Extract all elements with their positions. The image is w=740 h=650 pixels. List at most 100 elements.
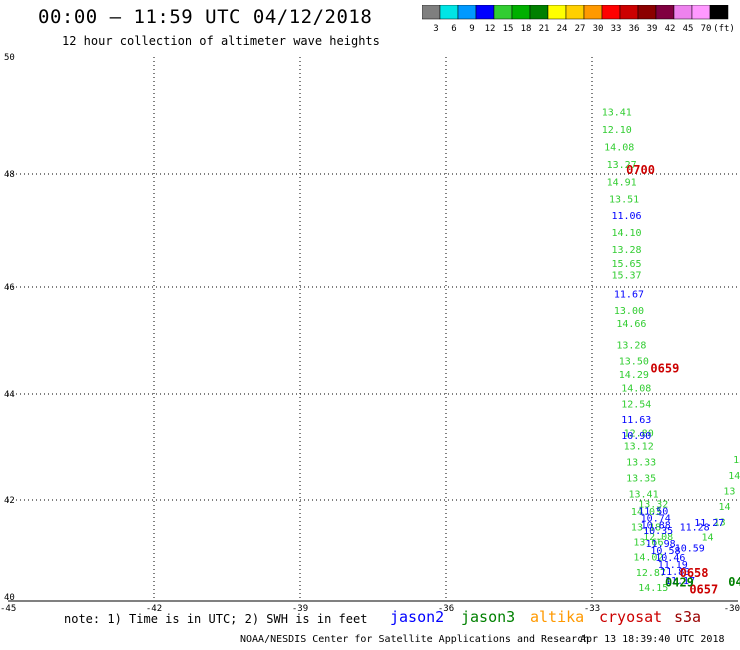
legend-altika: altika [530,608,585,626]
x-tick-label: -42 [146,604,162,612]
data-label-jason3: 13.41 [602,108,632,119]
data-label-jason3: 13.27 [607,160,637,171]
data-label-jason2: 11.67 [614,290,644,301]
data-label-cryosat: 0657 [689,582,718,596]
x-tick-label: -45 [0,604,16,612]
y-tick-label: 48 [4,170,15,180]
colorbar-label: 18 [521,24,532,33]
footer-timestamp: Apr 13 18:39:40 UTC 2018 [580,634,725,645]
data-label-jason2: 10.88 [641,520,671,531]
data-label-jason2: 10.74 [641,513,671,524]
wave-height-plot: -45 -42 -39 -36 -33 -30 40 42 44 46 48 50 13.41 12.10… [0,53,740,612]
data-label-s3a: 0429 [665,575,694,589]
data-label-jason3: 14.66 [616,319,646,330]
data-label-jason3: 12.08 [643,532,673,543]
time-label: 0700 [626,163,655,177]
colorbar-label: 6 [451,24,456,33]
footer-credit: NOAA/NESDIS Center for Satellite Applica… [240,634,590,645]
data-label-jason3: 13.33 [626,458,656,469]
legend-jason2: jason2 [390,608,445,626]
y-tick-label: 44 [4,390,15,400]
colorbar-label: 3 [433,24,438,33]
data-label-jason3: 14.10 [611,228,641,239]
data-label-jason2: 11.63 [621,415,651,426]
data-label-jason3: 13.50 [619,357,649,368]
data-label-jason2: 10.59 [675,544,705,555]
colorbar-label: 33 [611,24,622,33]
data-label-s3a: 04 [728,575,740,589]
legend-cryosat: cryosat [599,608,663,626]
data-label-jason3: 14.08 [621,383,651,394]
y-tick-label: 42 [4,496,15,506]
y-tick-label: 46 [4,283,15,293]
data-label-jason3: 14.03 [631,507,661,518]
colorbar-swatch [709,5,729,20]
data-label-jason2: 11.06 [611,211,641,222]
data-label-jason3: 13.66 [633,537,663,548]
data-label-jason3: 13 [714,517,726,528]
colorbar-label: 27 [575,24,586,33]
colorbar-label: 12 [485,24,496,33]
data-label-jason3: 12.87 [636,568,666,579]
colorbar-label: 9 [469,24,474,33]
colorbar-label: 30 [593,24,604,33]
x-tick-label: -39 [292,604,308,612]
data-label-jason3: 15.37 [611,271,641,282]
data-label-jason2: 10.35 [643,526,673,537]
chart-subtitle: 12 hour collection of altimeter wave hei… [62,34,380,48]
data-label-jason3: 13.32 [638,499,668,510]
y-tick-label: 40 [4,593,15,603]
data-label-jason2: 11.27 [694,518,724,529]
data-label-jason3: 15.65 [611,259,641,270]
data-label-jason2: 11.17 [665,576,695,587]
data-label-jason3: 14.91 [607,177,637,188]
data-label-jason2: 11.83 [660,567,690,578]
data-label-jason2: 10.58 [650,546,680,557]
chart-title: 00:00 – 11:59 UTC 04/12/2018 [38,6,373,28]
colorbar-label: 21 [539,24,550,33]
legend-jason3: jason3 [461,608,516,626]
data-label-jason3: 13.12 [624,442,654,453]
data-label-jason2: 11.28 [680,523,710,534]
data-label-jason3: 13.41 [629,489,659,500]
colorbar-label: 45 [683,24,694,33]
data-label-jason2: 10.90 [621,431,651,442]
colorbar-label: 36 [629,24,640,33]
units-note: note: 1) Time is in UTC; 2) SWH is in fe… [64,612,368,626]
data-label-jason3: 14 [702,532,714,543]
data-label-jason3: 13 [733,455,740,466]
colorbar-label: 24 [557,24,568,33]
data-label-jason3: 14.02 [633,553,663,564]
colorbar-label: 39 [647,24,658,33]
legend-s3a: s3a [674,608,702,626]
data-label-jason3: 13.51 [609,194,639,205]
data-label-jason2: 11.50 [638,506,668,517]
data-label-jason2: 11.19 [658,560,688,571]
data-label-jason3: 12.80 [624,428,654,439]
colorbar-label: 15 [503,24,514,33]
y-tick-label: 50 [4,53,15,63]
data-label-jason3: 12.10 [602,125,632,136]
x-tick-label: -30 [724,604,740,612]
data-label-jason3: 13.28 [611,245,641,256]
colorbar-label: 70 [701,24,712,33]
x-tick-label: -33 [584,604,600,612]
data-label-cryosat: 0658 [680,566,709,580]
data-label-jason3: 13.28 [616,341,646,352]
data-label-jason3: 13.18 [631,522,661,533]
data-label-jason2: 11.98 [646,539,676,550]
colorbar-label: 42 [665,24,676,33]
colorbar-label: (ft) [713,24,734,33]
time-label: 0659 [650,362,679,376]
x-tick-label: -36 [438,604,454,612]
data-label-jason2: 10.46 [655,553,685,564]
colorbar: 3 6 9 12 15 18 21 24 27 30 33 36 39 42 45 70 (ft) [422,5,734,33]
data-label-jason3: 14 [728,471,740,482]
data-label-jason3: 14.15 [638,583,668,594]
data-label-jason3: 12.54 [621,399,651,410]
data-label-jason3: 14.08 [604,143,634,154]
data-label-jason3: 14 [719,502,731,513]
data-label-jason3: 13 [723,487,735,498]
data-label-jason3: 13.35 [626,473,656,484]
data-label-jason3: 13.00 [614,306,644,317]
